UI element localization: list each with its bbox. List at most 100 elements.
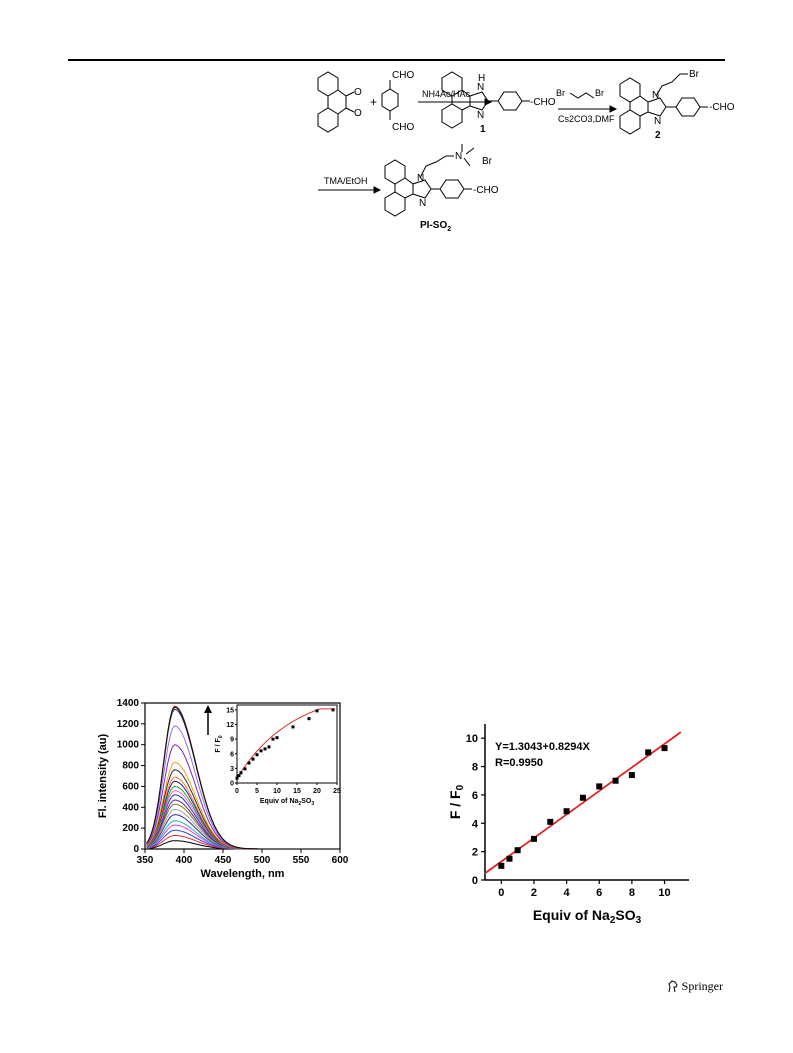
plus-sign: +: [370, 95, 377, 109]
spectrum-line-1: [146, 834, 339, 850]
y-tick-label: 6: [472, 790, 478, 802]
data-point: [530, 835, 537, 842]
compound-2-structure: [619, 73, 708, 135]
pi-so2-label: PI-SO2: [420, 220, 451, 233]
y-tick-label: 10: [466, 733, 478, 745]
y-tick-label: 4: [472, 818, 479, 830]
quinone-o1: O: [354, 87, 362, 98]
springer-logo: Springer: [667, 979, 723, 994]
inset-data-point: [263, 747, 267, 751]
x-axis-label-sub2: 3: [636, 915, 642, 926]
y-tick-label: 0: [133, 844, 139, 855]
inset-y-axis-label-sub: 0: [218, 735, 224, 738]
inset-y-tick-label: 15: [226, 707, 234, 714]
increase-arrow-head: [204, 705, 212, 713]
inset-x-axis-label-part: 2: [298, 801, 301, 807]
spectrum-line-3: [146, 824, 339, 850]
data-point: [498, 862, 505, 869]
reagent-br-b: Br: [595, 88, 604, 98]
data-point: [661, 745, 668, 752]
phenanthrenequinone: [317, 71, 355, 133]
publisher-name: Springer: [681, 979, 723, 993]
x-tick-label: 8: [629, 887, 635, 899]
spectrum-line-6: [146, 808, 339, 850]
inset-data-point: [275, 736, 279, 740]
x-axis-label-main: Equiv of Na: [533, 907, 610, 923]
spectrum-line-2: [146, 829, 339, 850]
inset-data-point: [259, 749, 263, 753]
compound-1-structure: [441, 71, 530, 129]
c1-n: N: [477, 110, 484, 121]
inset-y-tick-label: 3: [230, 766, 234, 773]
c2-n2: N: [654, 116, 661, 127]
inset-x-tick-label: 5: [255, 788, 259, 795]
x-tick-label: 600: [332, 855, 349, 866]
pi-n1: N: [417, 173, 424, 184]
y-tick-label: 1400: [117, 698, 140, 709]
data-point: [547, 818, 554, 825]
inset-data-point: [247, 761, 251, 765]
inset-x-axis-label-part: 3: [311, 801, 314, 807]
y-tick-label: 200: [122, 823, 139, 834]
inset-y-tick-label: 12: [226, 722, 234, 729]
spectrum-line-5: [146, 814, 339, 850]
inset-x-tick-label: 25: [333, 788, 341, 795]
c2-cho: -CHO: [709, 102, 735, 113]
data-point: [596, 783, 603, 790]
reagent-br-a: Br: [556, 88, 565, 98]
inset-data-point: [331, 708, 335, 712]
inset-y-axis-label: F / F0: [215, 735, 224, 752]
inset-x-tick-label: 15: [293, 788, 301, 795]
inset-y-tick-label: 6: [230, 751, 234, 758]
fit-r-value: R=0.9950: [495, 757, 543, 769]
inset-x-tick-label: 20: [313, 788, 321, 795]
data-point: [628, 772, 635, 779]
x-tick-label: 2: [531, 887, 537, 899]
c1-nh-n: N: [477, 82, 484, 93]
x-axis-label: Wavelength, nm: [201, 868, 285, 880]
inset-data-point: [267, 745, 271, 749]
inset-y-tick-label: 0: [230, 781, 234, 788]
c2-n1: N: [652, 90, 659, 101]
y-tick-label: 800: [122, 761, 139, 772]
x-axis-label: Equiv of Na2SO3: [533, 907, 642, 926]
y-tick-label: 600: [122, 781, 139, 792]
x-tick-label: 400: [176, 855, 193, 866]
x-axis-label-mid: SO: [615, 907, 635, 923]
quinone-o2: O: [354, 108, 362, 119]
x-tick-label: 450: [215, 855, 232, 866]
terephthalaldehyde: [381, 80, 399, 120]
y-tick-label: 1200: [117, 719, 140, 730]
y-tick-label: 8: [472, 762, 478, 774]
data-point: [563, 808, 570, 815]
data-point: [506, 855, 513, 862]
inset-data-point: [235, 776, 239, 780]
spectrum-line-8: [146, 799, 339, 850]
inset-data-point: [271, 737, 275, 741]
y-axis-label-main: F / F: [447, 790, 463, 819]
fit-line: [484, 731, 682, 874]
cho-bottom: CHO: [392, 122, 414, 133]
inset-data-point: [291, 725, 295, 729]
fit-equation: Y=1.3043+0.8294X: [495, 741, 590, 753]
header-rule: [68, 59, 725, 61]
y-axis-label: F / F0: [447, 784, 466, 819]
y-axis-label-sub: 0: [455, 784, 466, 790]
data-point: [514, 847, 521, 854]
x-tick-label: 10: [658, 887, 670, 899]
compound-2-label: 2: [655, 130, 661, 141]
data-point: [612, 777, 619, 784]
spectrum-line-20: [146, 706, 339, 850]
c1-cho: -CHO: [530, 97, 556, 108]
pi-n-plus: N: [455, 151, 462, 162]
cho-top: CHO: [392, 70, 414, 81]
inset-x-tick-label: 0: [235, 788, 239, 795]
inset-data-point: [243, 767, 247, 771]
inset-y-axis-label-main: F / F: [215, 737, 222, 752]
spectrum-line-7: [146, 803, 339, 850]
data-point: [645, 749, 652, 756]
x-tick-label: 550: [293, 855, 310, 866]
y-axis-label: Fl. intensity (au): [97, 733, 109, 818]
inset-x-axis-label-part: SO: [301, 798, 312, 805]
spectrum-line-13: [146, 776, 339, 850]
